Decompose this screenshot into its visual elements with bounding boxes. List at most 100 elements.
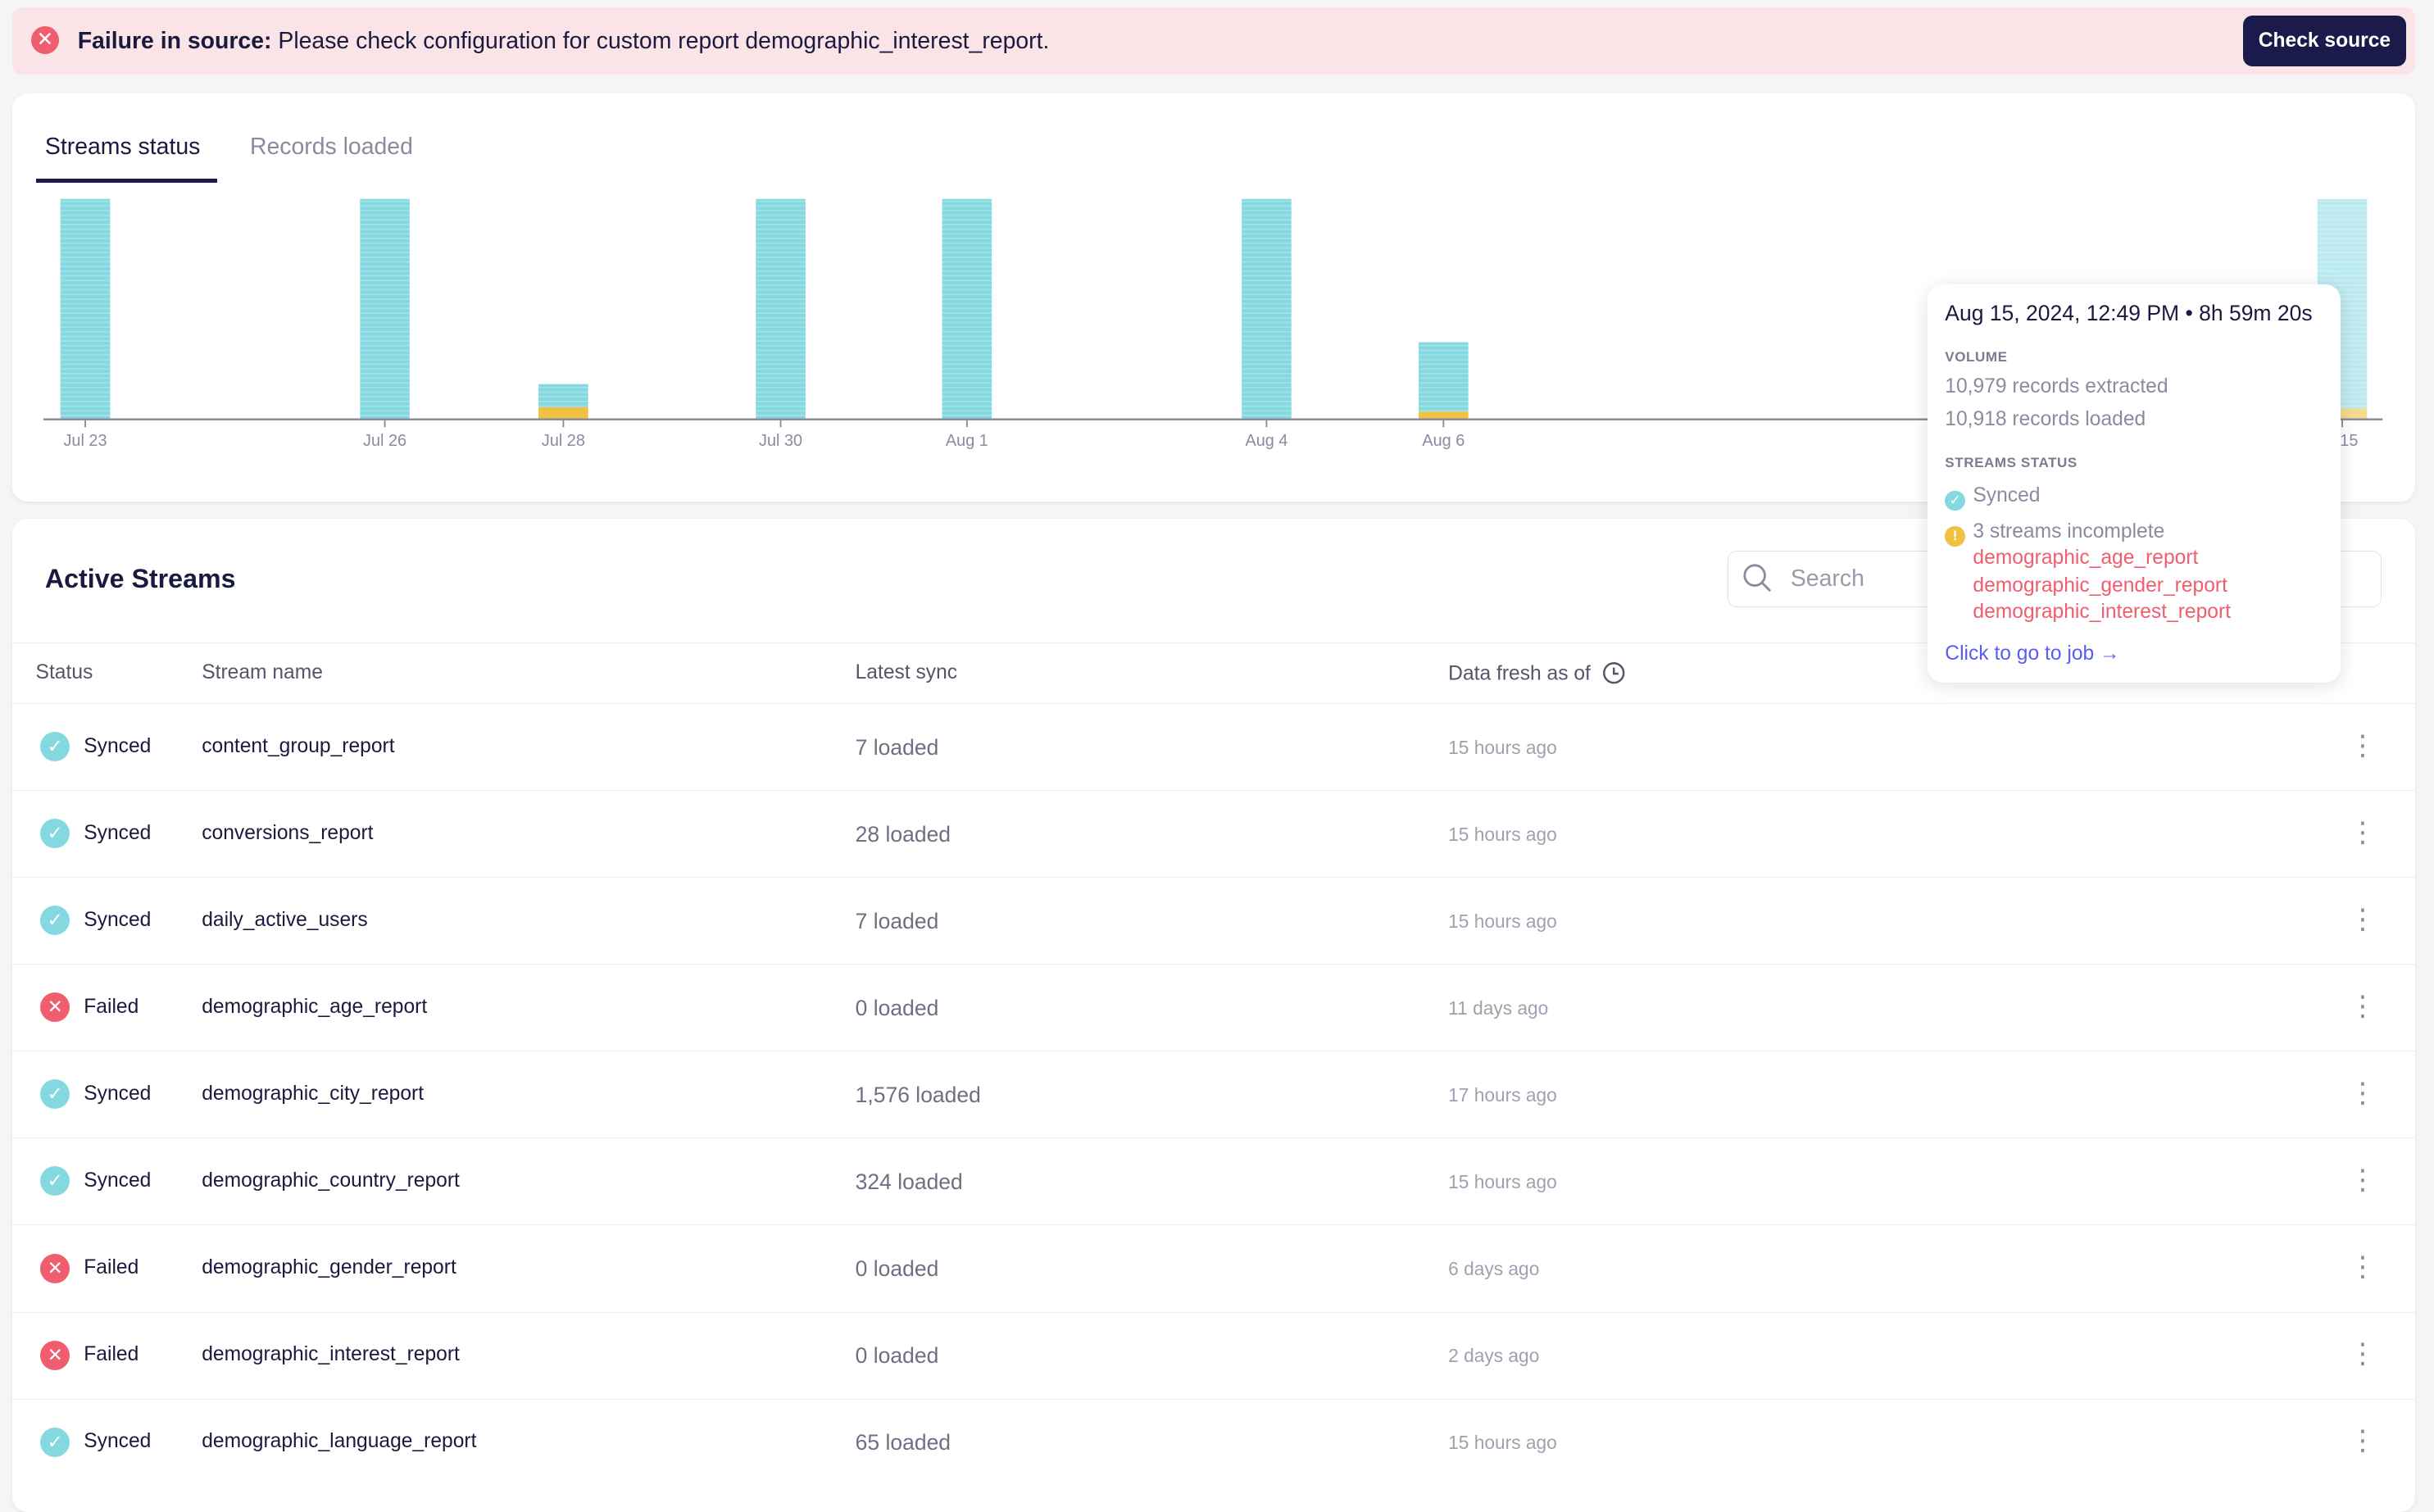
x-tick-label: Jul 30 xyxy=(759,432,802,450)
banner-text: Please check configuration for custom re… xyxy=(278,28,1050,55)
more-options-icon[interactable]: ⋮ xyxy=(2348,903,2377,935)
table-row[interactable]: ✓ Synced daily_active_users 7 loaded 15 hour… xyxy=(12,877,2416,965)
x-circle-icon: ✕ xyxy=(40,1340,70,1370)
status-label: Synced xyxy=(84,1083,152,1106)
latest-sync: 7 loaded xyxy=(855,734,939,760)
latest-sync: 28 loaded xyxy=(855,821,951,847)
incomplete-stream[interactable]: demographic_gender_report xyxy=(1973,574,2227,597)
divider xyxy=(12,642,2416,643)
stream-name[interactable]: content_group_report xyxy=(202,734,395,757)
table-row[interactable]: ✕ Failed demographic_interest_report 0 load… xyxy=(12,1311,2416,1400)
more-options-icon[interactable]: ⋮ xyxy=(2348,1338,2377,1370)
bar-incomplete[interactable] xyxy=(538,406,588,420)
data-fresh: 15 hours ago xyxy=(1448,910,1557,932)
x-tick-label: Aug 4 xyxy=(1246,432,1288,450)
x-tick-label: Jul 23 xyxy=(64,432,107,450)
data-fresh: 6 days ago xyxy=(1448,1258,1540,1280)
bar-synced[interactable] xyxy=(538,384,588,407)
bar-incomplete[interactable] xyxy=(1419,411,1469,420)
stream-name[interactable]: demographic_gender_report xyxy=(202,1256,456,1279)
stream-name[interactable]: demographic_age_report xyxy=(202,996,428,1019)
more-options-icon[interactable]: ⋮ xyxy=(2348,990,2377,1022)
status-label: Synced xyxy=(84,1430,152,1453)
check-circle-icon: ✓ xyxy=(40,1166,70,1196)
data-fresh: 15 hours ago xyxy=(1448,1171,1557,1193)
data-fresh: 2 days ago xyxy=(1448,1345,1540,1367)
status-label: Synced xyxy=(84,821,152,844)
column-header-data-fresh-label: Data fresh as of xyxy=(1448,662,1591,685)
check-circle-icon: ✓ xyxy=(40,1427,70,1457)
incomplete-label: 3 streams incomplete xyxy=(1973,520,2165,543)
latest-sync: 0 loaded xyxy=(855,1256,939,1282)
x-tick-label: Aug 1 xyxy=(946,432,988,450)
stream-name[interactable]: demographic_country_report xyxy=(202,1169,460,1192)
go-to-job-link[interactable]: Click to go to job → xyxy=(1945,642,2120,665)
bar-synced[interactable] xyxy=(360,198,411,420)
banner-message: Failure in source: Please check configur… xyxy=(78,28,1050,55)
bar-synced[interactable] xyxy=(942,198,992,420)
table-row[interactable]: ✕ Failed demographic_gender_report 0 loaded… xyxy=(12,1224,2416,1312)
active-streams-title: Active Streams xyxy=(44,563,236,593)
incomplete-stream[interactable]: demographic_age_report xyxy=(1973,546,2199,569)
bar-synced[interactable] xyxy=(756,198,806,420)
more-options-icon[interactable]: ⋮ xyxy=(2348,1077,2377,1109)
table-row[interactable]: ✓ Synced conversions_report 28 loaded 15 hou… xyxy=(12,790,2416,878)
stream-name[interactable]: demographic_interest_report xyxy=(202,1343,460,1366)
status-label: Failed xyxy=(84,1343,139,1366)
more-options-icon[interactable]: ⋮ xyxy=(2348,729,2377,761)
x-circle-icon: ✕ xyxy=(40,992,70,1023)
stream-name[interactable]: conversions_report xyxy=(202,821,374,844)
check-circle-icon: ✓ xyxy=(40,906,70,936)
data-fresh: 15 hours ago xyxy=(1448,1432,1557,1454)
data-fresh: 11 days ago xyxy=(1448,997,1549,1019)
table-row[interactable]: ✓ Synced demographic_city_report 1,576 load… xyxy=(12,1051,2416,1138)
records-extracted: 10,979 records extracted xyxy=(1945,375,2168,398)
more-options-icon[interactable]: ⋮ xyxy=(2348,1251,2377,1283)
incomplete-stream[interactable]: demographic_interest_report xyxy=(1973,601,2232,623)
status-label: Failed xyxy=(84,1256,139,1279)
x-tick-label: Jul 26 xyxy=(363,432,406,450)
tooltip-title: Aug 15, 2024, 12:49 PM • 8h 59m 20s xyxy=(1945,301,2313,326)
latest-sync: 324 loaded xyxy=(855,1169,963,1195)
status-label: Synced xyxy=(84,734,152,757)
table-row[interactable]: ✕ Failed demographic_age_report 0 loaded 11 … xyxy=(12,964,2416,1051)
records-loaded: 10,918 records loaded xyxy=(1945,408,2146,431)
tab-records-loaded[interactable]: Records loaded xyxy=(249,133,413,160)
streams-status-label: STREAMS STATUS xyxy=(1945,454,2078,470)
latest-sync: 0 loaded xyxy=(855,996,939,1021)
data-fresh: 15 hours ago xyxy=(1448,736,1557,758)
bar-synced[interactable] xyxy=(60,198,111,420)
stream-name[interactable]: demographic_city_report xyxy=(202,1083,425,1106)
check-circle-icon: ✓ xyxy=(40,819,70,849)
data-fresh: 17 hours ago xyxy=(1448,1084,1557,1106)
clock-icon[interactable] xyxy=(1602,661,1625,684)
banner-title: Failure in source: xyxy=(77,28,272,55)
check-source-button[interactable]: Check source xyxy=(2242,15,2406,67)
bar-synced[interactable] xyxy=(1242,198,1292,420)
table-row[interactable]: ✓ Synced demographic_country_report 324 loa… xyxy=(12,1137,2416,1225)
chart-tooltip: Aug 15, 2024, 12:49 PM • 8h 59m 20s VOLU… xyxy=(1928,284,2341,683)
status-label: Failed xyxy=(84,996,139,1019)
check-circle-icon: ✓ xyxy=(1945,490,1965,511)
search-icon xyxy=(1743,564,1772,592)
column-header-status: Status xyxy=(35,661,93,683)
tab-streams-status[interactable]: Streams status xyxy=(44,133,201,160)
stream-name[interactable]: daily_active_users xyxy=(202,909,368,932)
active-tab-indicator xyxy=(35,178,218,184)
latest-sync: 7 loaded xyxy=(855,909,939,934)
stream-name[interactable]: demographic_language_report xyxy=(202,1430,477,1453)
table-row[interactable]: ✓ Synced demographic_language_report 65 loa… xyxy=(12,1398,2416,1487)
table-row[interactable]: ✓ Synced content_group_report 7 loaded 15 ho… xyxy=(12,703,2416,791)
more-options-icon[interactable]: ⋮ xyxy=(2348,1425,2377,1457)
check-circle-icon: ✓ xyxy=(40,1079,70,1110)
status-label: Synced xyxy=(84,909,152,932)
column-header-latest-sync: Latest sync xyxy=(855,661,958,683)
more-options-icon[interactable]: ⋮ xyxy=(2348,1164,2377,1196)
x-tick-label: Aug 6 xyxy=(1423,432,1465,450)
latest-sync: 0 loaded xyxy=(855,1343,939,1369)
bar-synced[interactable] xyxy=(1419,342,1469,411)
warning-icon: ! xyxy=(1945,526,1965,547)
more-options-icon[interactable]: ⋮ xyxy=(2348,816,2377,848)
